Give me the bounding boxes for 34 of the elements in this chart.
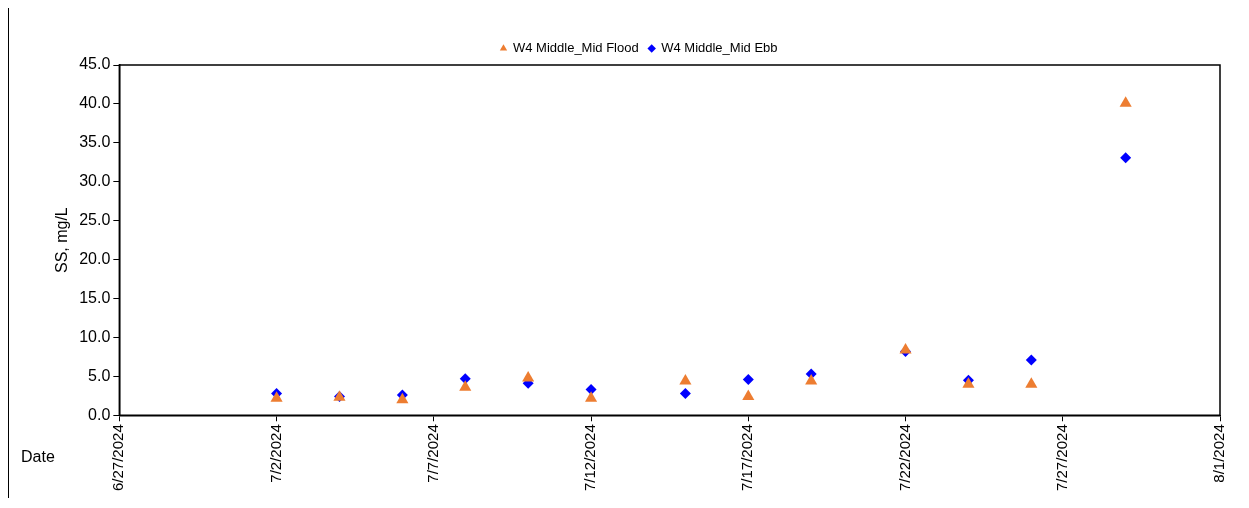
x-tick-label: 7/7/2024	[423, 424, 441, 483]
point	[1025, 377, 1038, 388]
legend-label: W4 Middle_Mid Flood	[512, 40, 639, 56]
x-tick-label: 7/27/2024	[1052, 424, 1070, 491]
point	[459, 380, 472, 391]
x-tick-label: 7/22/2024	[895, 424, 913, 491]
y-tick-label: 30.0	[79, 172, 111, 190]
y-tick-label: 5.0	[88, 366, 111, 384]
point	[679, 387, 691, 399]
point	[742, 389, 755, 401]
y-tick-label: 15.0	[79, 288, 111, 306]
x-tick-label: 7/2/2024	[266, 424, 284, 483]
x-tick-label: 7/12/2024	[581, 424, 599, 491]
y-tick-label: 45.0	[79, 55, 111, 73]
y-tick-label: 40.0	[79, 94, 111, 112]
point	[805, 374, 818, 385]
y-tick-label: 0.0	[88, 405, 111, 423]
point	[1119, 96, 1132, 107]
x-tick-label: 7/17/2024	[738, 424, 756, 491]
y-tick-label: 20.0	[79, 250, 111, 267]
y-tick-label: 10.0	[79, 327, 111, 345]
legend-label: W4 Middle_Mid Ebb	[661, 40, 778, 56]
x-axis-title: Date	[21, 447, 55, 465]
y-tick-label: 35.0	[79, 133, 111, 151]
point	[584, 391, 598, 402]
point	[679, 374, 692, 385]
x-tick-label: 6/27/2024	[109, 424, 127, 491]
x-tick-label: 8/1/2024	[1210, 424, 1228, 483]
point	[742, 373, 754, 385]
y-tick-label: 25.0	[79, 211, 111, 229]
point	[1025, 354, 1037, 366]
point	[522, 370, 535, 382]
point	[1120, 152, 1132, 164]
y-axis-title: SS, mg/L	[53, 207, 71, 274]
